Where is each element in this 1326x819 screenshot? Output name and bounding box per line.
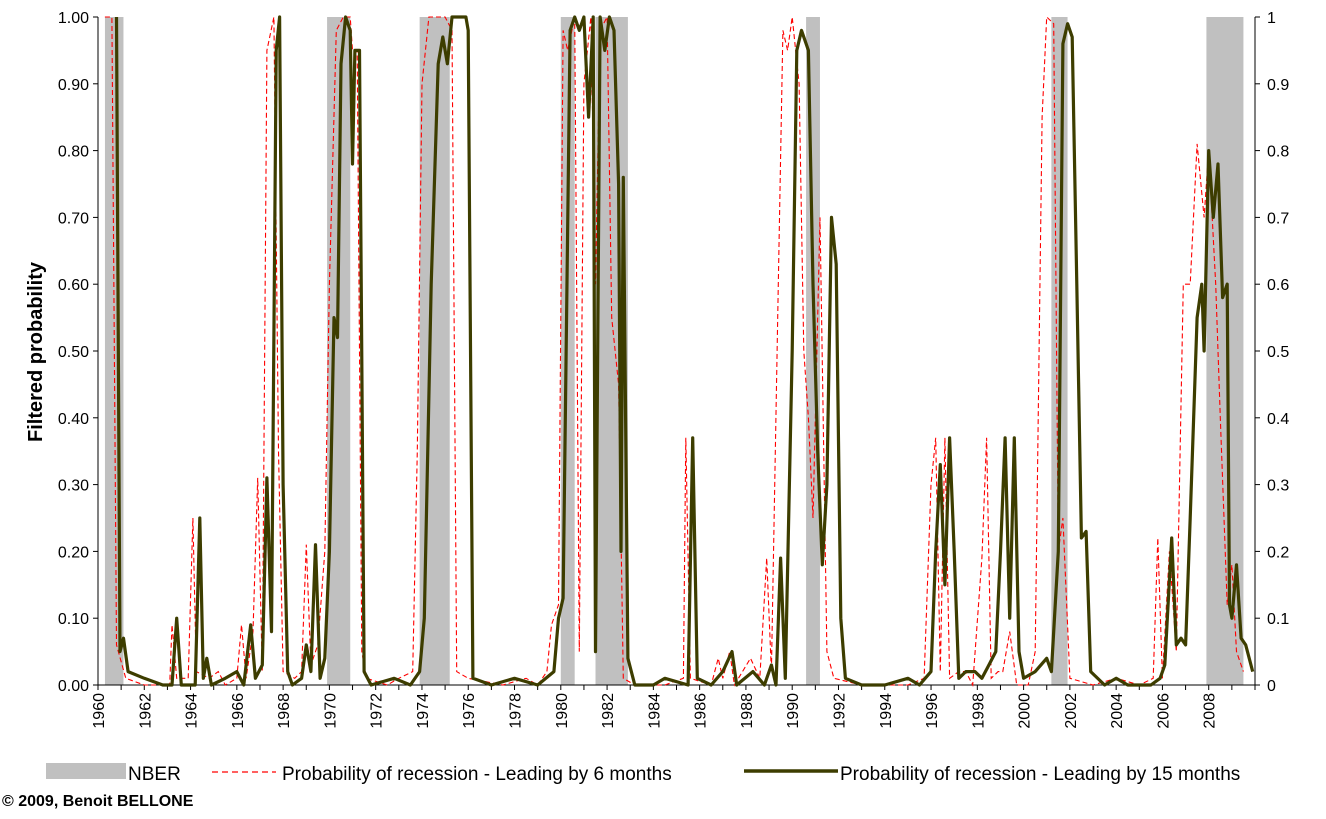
legend-lead6-label: Probability of recession - Leading by 6 … bbox=[282, 764, 672, 785]
x-tick-label: 2002 bbox=[1063, 693, 1080, 729]
x-tick-label: 1964 bbox=[184, 693, 201, 729]
y-tick-label-right: 0.6 bbox=[1267, 277, 1289, 294]
y-tick-label-right: 0.2 bbox=[1267, 544, 1289, 561]
y-tick-label-left: 0.40 bbox=[58, 411, 89, 428]
y-tick-label-right: 0.5 bbox=[1267, 344, 1289, 361]
x-tick-label: 1974 bbox=[415, 693, 432, 729]
x-tick-label: 2006 bbox=[1155, 693, 1172, 729]
lead15-series bbox=[114, 15, 1255, 687]
y-tick-label-right: 0.1 bbox=[1267, 611, 1289, 628]
x-tick-label: 1966 bbox=[230, 693, 247, 729]
x-tick-label: 2008 bbox=[1202, 693, 1219, 729]
x-tick-label: 1988 bbox=[739, 693, 756, 729]
legend-nber-label: NBER bbox=[128, 764, 181, 785]
legend-nber-swatch bbox=[46, 763, 126, 779]
y-axis-label: Filtered probability bbox=[25, 261, 47, 442]
y-tick-label-right: 0.4 bbox=[1267, 411, 1289, 428]
y-tick-label-left: 0.90 bbox=[58, 77, 89, 94]
y-tick-label-left: 0.20 bbox=[58, 544, 89, 561]
y-tick-label-left: 1.00 bbox=[58, 10, 89, 27]
y-tick-label-right: 0.8 bbox=[1267, 144, 1289, 161]
y-tick-label-right: 0.9 bbox=[1267, 77, 1289, 94]
x-tick-label: 1984 bbox=[646, 693, 663, 729]
x-tick-label: 1968 bbox=[276, 693, 293, 729]
y-tick-label-left: 0.50 bbox=[58, 344, 89, 361]
x-tick-label: 1990 bbox=[785, 693, 802, 729]
x-tick-label: 1992 bbox=[831, 693, 848, 729]
axes bbox=[93, 16, 1260, 690]
x-tick-label: 2000 bbox=[1017, 693, 1034, 729]
y-tick-label-left: 0.70 bbox=[58, 210, 89, 227]
copyright-text: © 2009, Benoit BELLONE bbox=[2, 793, 194, 810]
x-tick-label: 1970 bbox=[322, 693, 339, 729]
x-tick-label: 1982 bbox=[600, 693, 617, 729]
y-tick-label-left: 0.80 bbox=[58, 144, 89, 161]
y-tick-label-right: 0 bbox=[1267, 678, 1276, 695]
x-tick-label: 2004 bbox=[1109, 693, 1126, 729]
legend: NBER Probability of recession - Leading … bbox=[46, 763, 1240, 785]
tick-labels: 0.00 0 0.10 0.1 0.20 0.2 0.30 0.3 0.40 0.4 0.50 0.5… bbox=[58, 10, 1289, 729]
y-tick-label-left: 0.30 bbox=[58, 478, 89, 495]
y-tick-label-right: 1 bbox=[1267, 10, 1276, 27]
x-tick-label: 1978 bbox=[508, 693, 525, 729]
y-tick-label-right: 0.3 bbox=[1267, 478, 1289, 495]
legend-lead15-label: Probability of recession - Leading by 15… bbox=[840, 764, 1240, 785]
x-tick-label: 1996 bbox=[924, 693, 941, 729]
x-tick-label: 1998 bbox=[970, 693, 987, 729]
y-tick-label-right: 0.7 bbox=[1267, 210, 1289, 227]
y-tick-label-left: 0.00 bbox=[58, 678, 89, 695]
x-tick-label: 1980 bbox=[554, 693, 571, 729]
x-tick-label: 1962 bbox=[137, 693, 154, 729]
lead15-line bbox=[114, 15, 1255, 687]
x-tick-label: 1972 bbox=[369, 693, 386, 729]
x-tick-label: 1986 bbox=[693, 693, 710, 729]
y-tick-label-left: 0.60 bbox=[58, 277, 89, 294]
nber-band-1 bbox=[327, 17, 351, 685]
x-tick-label: 1976 bbox=[461, 693, 478, 729]
y-tick-label-left: 0.10 bbox=[58, 611, 89, 628]
x-tick-label: 1960 bbox=[91, 693, 108, 729]
x-tick-label: 1994 bbox=[878, 693, 895, 729]
